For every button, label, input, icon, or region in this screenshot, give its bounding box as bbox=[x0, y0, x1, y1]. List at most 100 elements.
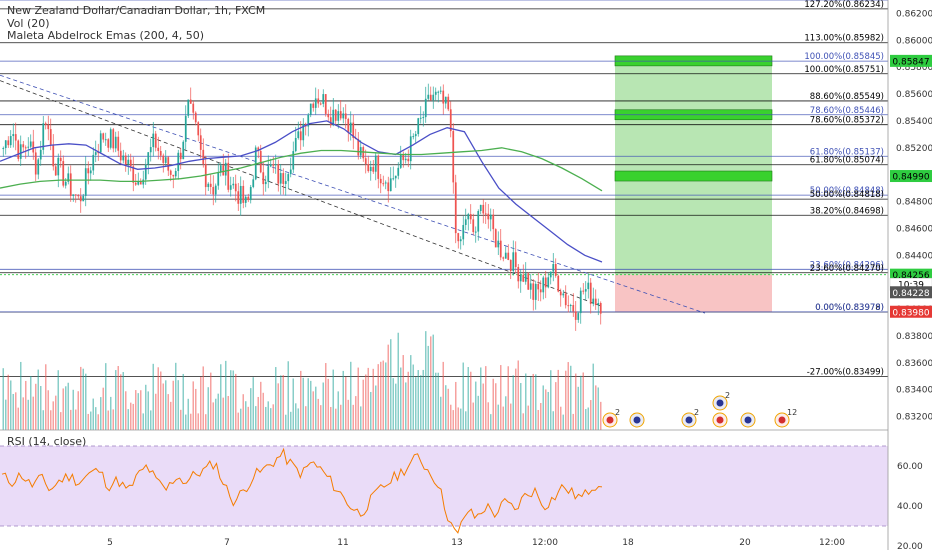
candle-body bbox=[69, 173, 72, 196]
volume-bar bbox=[535, 374, 537, 430]
candle-body bbox=[299, 131, 302, 141]
volume-bar bbox=[577, 386, 579, 430]
candle-body bbox=[214, 185, 217, 195]
volume-bar bbox=[280, 375, 282, 430]
volume-bar bbox=[107, 410, 109, 430]
volume-bar bbox=[205, 414, 207, 430]
fib-label-16: 0.00%(0.83979) bbox=[815, 303, 884, 313]
rsi-legend[interactable]: RSI (14, close) bbox=[7, 435, 87, 448]
candle-body bbox=[527, 273, 530, 290]
candle-body bbox=[434, 91, 437, 95]
volume-bar bbox=[322, 382, 324, 430]
volume-bar bbox=[435, 372, 437, 430]
candle-body bbox=[357, 138, 360, 156]
candle-body bbox=[332, 109, 335, 126]
volume-bar bbox=[135, 390, 137, 430]
volume-bar bbox=[230, 370, 232, 430]
event-flag-icon bbox=[716, 399, 724, 407]
candle-body bbox=[464, 219, 467, 225]
volume-bar bbox=[442, 361, 444, 430]
volume-bar bbox=[597, 387, 599, 430]
volume-bar bbox=[530, 376, 532, 430]
candle-body bbox=[324, 94, 327, 114]
candles bbox=[2, 83, 602, 331]
volume-bar bbox=[550, 370, 552, 430]
candle-body bbox=[427, 94, 430, 99]
volume-bar bbox=[277, 383, 279, 430]
volume-bar bbox=[562, 414, 564, 430]
candle-body bbox=[252, 179, 255, 187]
volume-bar bbox=[142, 413, 144, 430]
volume-bar bbox=[90, 411, 92, 430]
volume-bar bbox=[62, 388, 64, 430]
symbol-title: New Zealand Dollar/Canadian Dollar, 1h, … bbox=[7, 4, 266, 17]
candle-body bbox=[579, 290, 582, 314]
time-tick-0: 5 bbox=[107, 538, 113, 548]
volume-bar bbox=[235, 373, 237, 430]
price-tick-1: 0.86000 bbox=[896, 36, 932, 46]
volume-bar bbox=[357, 367, 359, 430]
candle-body bbox=[104, 139, 107, 141]
volume-bar bbox=[475, 381, 477, 430]
candle-body bbox=[362, 147, 365, 159]
price-tag-5 bbox=[890, 305, 932, 318]
fib-label-7: 78.60%(0.85372) bbox=[810, 116, 884, 126]
volume-bar bbox=[335, 408, 337, 430]
volume-bar bbox=[365, 374, 367, 430]
volume-bar bbox=[225, 360, 227, 430]
volume-bar bbox=[297, 408, 299, 430]
ema-legend[interactable]: Maleta Abdelrock Emas (200, 4, 50) bbox=[7, 29, 205, 42]
fib-label-11: 50.00%(0.84818) bbox=[810, 190, 884, 200]
candle-body bbox=[592, 298, 595, 304]
candle-body bbox=[567, 305, 570, 307]
candle-body bbox=[272, 164, 275, 166]
volume-bar bbox=[400, 367, 402, 430]
volume-bar bbox=[195, 388, 197, 430]
volume-bars bbox=[2, 331, 602, 430]
volume-bar bbox=[525, 373, 527, 430]
candle-body bbox=[102, 133, 105, 140]
volume-bar bbox=[472, 402, 474, 430]
candle-body bbox=[219, 165, 222, 173]
candle-body bbox=[182, 141, 185, 160]
volume-bar bbox=[250, 388, 252, 430]
candle-body bbox=[379, 178, 382, 184]
candle-body bbox=[147, 152, 150, 165]
volume-bar bbox=[380, 361, 382, 430]
volume-bar bbox=[490, 414, 492, 430]
candle-body bbox=[122, 155, 125, 161]
volume-bar bbox=[355, 396, 357, 430]
price-tick-12: 0.83800 bbox=[896, 332, 932, 342]
rsi-tick-1: 40.00 bbox=[897, 502, 923, 512]
candle-body bbox=[334, 109, 337, 121]
volume-bar bbox=[190, 413, 192, 430]
volume-bar bbox=[222, 397, 224, 430]
volume-bar bbox=[150, 410, 152, 430]
volume-bar bbox=[20, 361, 22, 430]
volume-bar bbox=[505, 396, 507, 430]
volume-bar bbox=[237, 412, 239, 430]
candle-body bbox=[184, 115, 187, 142]
candle-body bbox=[89, 170, 92, 174]
candle-body bbox=[139, 181, 142, 185]
candle-body bbox=[394, 175, 397, 179]
candle-body bbox=[97, 152, 100, 154]
candle-body bbox=[377, 155, 380, 179]
candle-body bbox=[404, 158, 407, 161]
volume-bar bbox=[310, 380, 312, 430]
volume-bar bbox=[282, 375, 284, 430]
candle-body bbox=[392, 178, 395, 180]
volume-bar bbox=[547, 391, 549, 430]
fib-label-10: 50.00%(0.84848) bbox=[810, 186, 884, 196]
candle-body bbox=[27, 146, 30, 148]
fib-label-13: 23.60%(0.84296) bbox=[810, 260, 884, 270]
volume-bar bbox=[395, 383, 397, 430]
volume-bar bbox=[520, 383, 522, 430]
candle-body bbox=[594, 298, 597, 306]
volume-bar bbox=[452, 410, 454, 430]
candle-body bbox=[407, 158, 410, 162]
volume-bar bbox=[245, 401, 247, 430]
volume-legend[interactable]: Vol (20) bbox=[7, 17, 50, 30]
